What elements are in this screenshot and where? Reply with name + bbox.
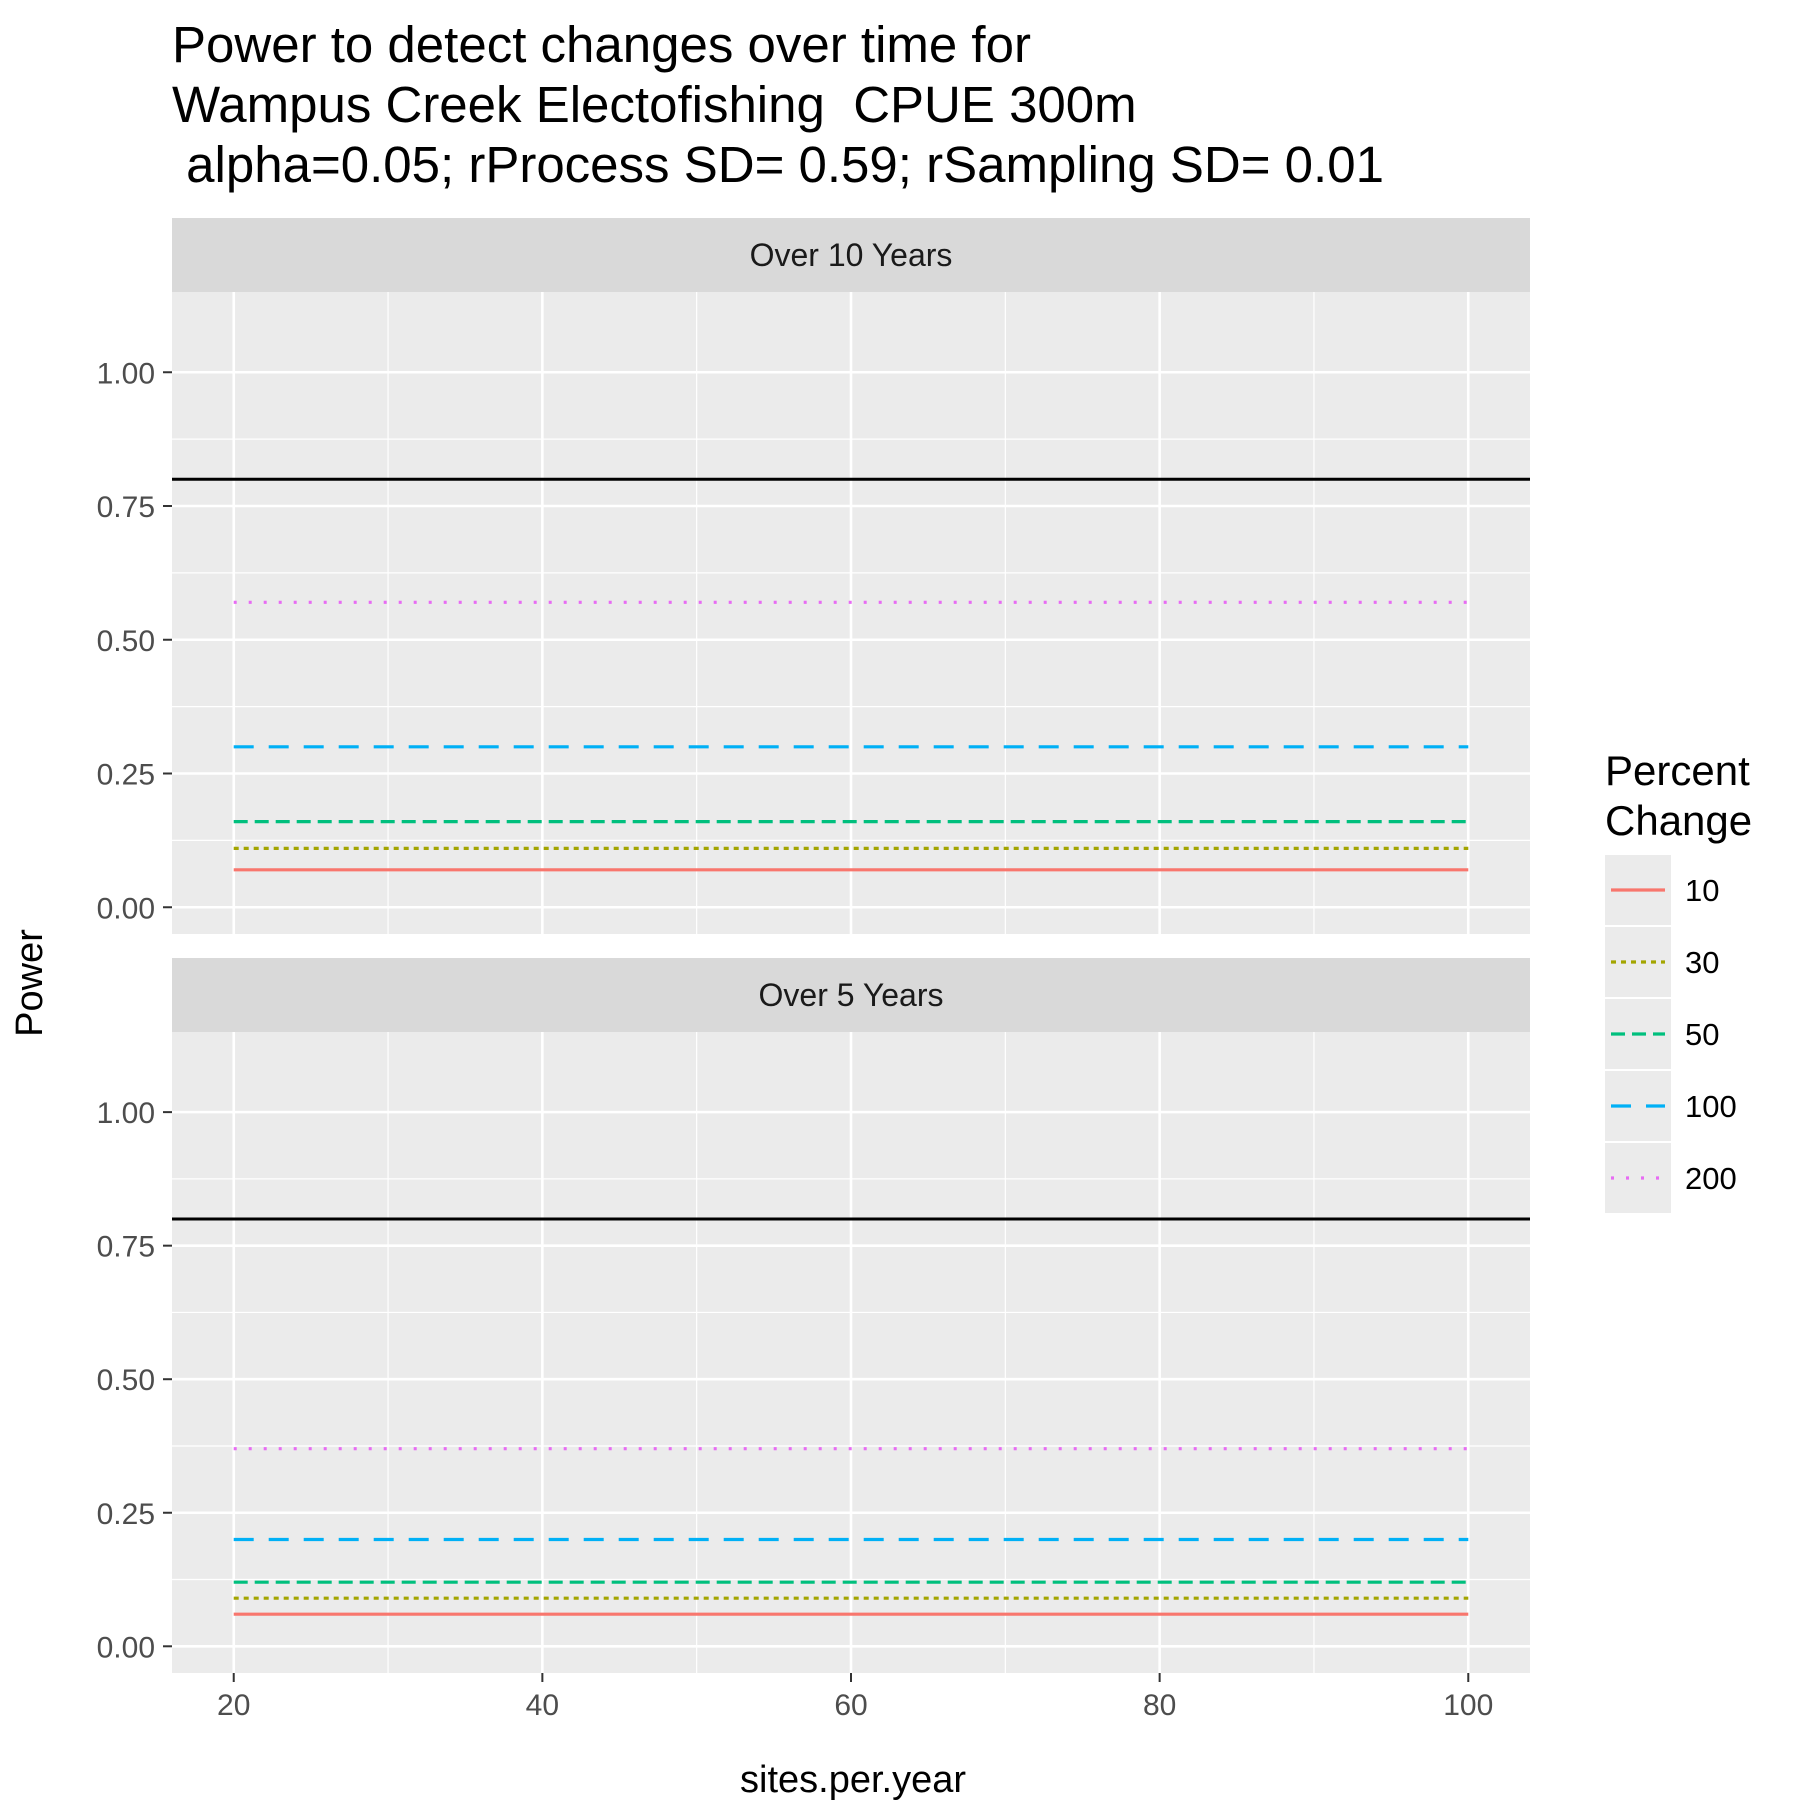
- legend-label: 30: [1685, 945, 1719, 980]
- y-axis-title: Power: [9, 929, 51, 1037]
- y-tick-label: 1.00: [97, 1097, 155, 1130]
- x-tick-label: 80: [1143, 1689, 1176, 1722]
- y-tick-label: 0.75: [97, 1231, 155, 1264]
- facet-strip-label: Over 10 Years: [750, 237, 953, 273]
- y-tick-label: 0.75: [97, 491, 155, 524]
- y-tick-label: 0.50: [97, 625, 155, 658]
- legend-label: 200: [1685, 1161, 1737, 1196]
- legend-label: 100: [1685, 1089, 1737, 1124]
- chart-title-line-2: Wampus Creek Electofishing CPUE 300m: [172, 76, 1137, 133]
- y-tick-label: 0.25: [97, 759, 155, 792]
- x-tick-label: 40: [526, 1689, 559, 1722]
- facet-panel-2: Over 5 Years 0.00 0.25 0.50 0.75 1.00: [97, 958, 1530, 1673]
- legend-item-50: 50: [1605, 999, 1719, 1069]
- legend-key-background: [1605, 1143, 1671, 1213]
- facet-strip: [172, 218, 1530, 292]
- legend-item-200: 200: [1605, 1143, 1737, 1213]
- y-tick-label: 0.50: [97, 1364, 155, 1397]
- x-tick-label: 100: [1443, 1689, 1493, 1722]
- y-tick-label: 1.00: [97, 357, 155, 390]
- legend-item-30: 30: [1605, 927, 1719, 997]
- y-tick-label: 0.00: [97, 1631, 155, 1664]
- legend-label: 10: [1685, 873, 1719, 908]
- legend-title-line-2: Change: [1605, 797, 1752, 844]
- y-tick-label: 0.25: [97, 1498, 155, 1531]
- legend-title-line-1: Percent: [1605, 747, 1750, 794]
- legend-label: 50: [1685, 1017, 1719, 1052]
- facet-panel-1: Over 10 Years 0.00 0.25 0.50 0.75 1.00: [97, 218, 1530, 934]
- facet-strip-label: Over 5 Years: [759, 977, 944, 1013]
- x-axis: 20 40 60 80 100: [217, 1673, 1493, 1722]
- legend-item-10: 10: [1605, 855, 1719, 925]
- legend-keys: 10 30 50 100 200: [1605, 855, 1737, 1213]
- x-axis-title: sites.per.year: [740, 1759, 966, 1800]
- legend: Percent Change 10 30 50 100 200: [1605, 747, 1752, 1213]
- legend-item-100: 100: [1605, 1071, 1737, 1141]
- chart-title-line-1: Power to detect changes over time for: [172, 16, 1031, 73]
- x-tick-label: 20: [217, 1689, 250, 1722]
- y-tick-label: 0.00: [97, 892, 155, 925]
- x-tick-label: 60: [834, 1689, 867, 1722]
- facet-strip: [172, 958, 1530, 1032]
- chart-title: Power to detect changes over time for Wa…: [172, 16, 1384, 193]
- chart-title-line-3: alpha=0.05; rProcess SD= 0.59; rSampling…: [172, 136, 1384, 193]
